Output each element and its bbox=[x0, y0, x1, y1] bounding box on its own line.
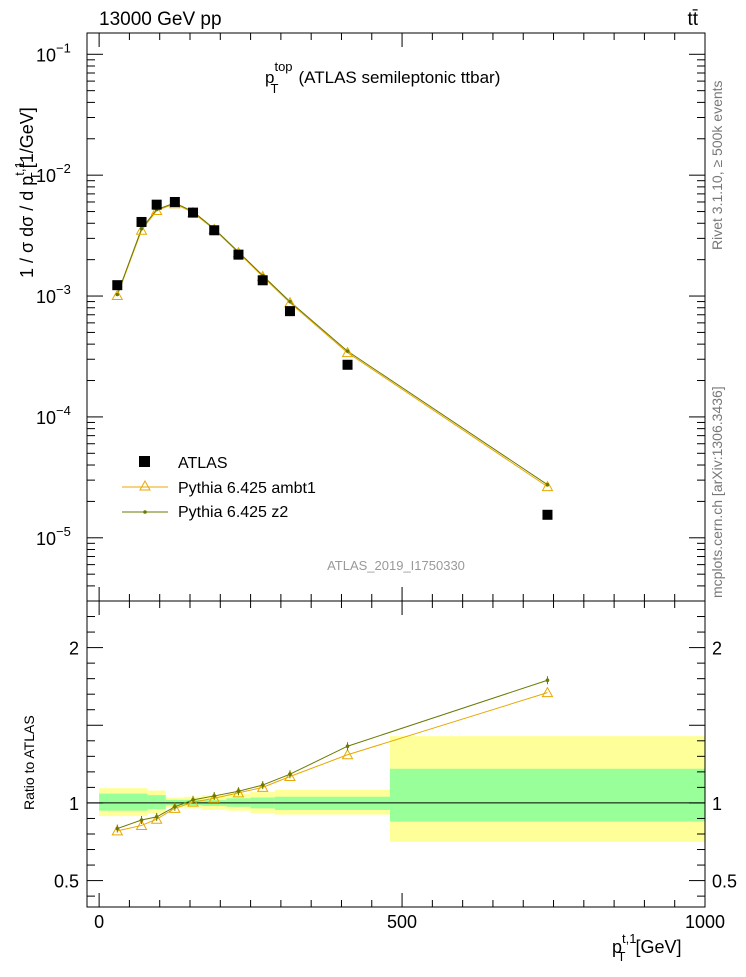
ratio-uncertainty-bands bbox=[87, 736, 705, 842]
main-series-lines bbox=[116, 202, 548, 488]
main-z2-point bbox=[345, 349, 350, 353]
main-atlas-point bbox=[188, 207, 199, 218]
legend-z2-label: Pythia 6.425 z2 bbox=[178, 504, 288, 521]
x-tick-label-0: 0 bbox=[94, 912, 104, 932]
main-z2-point bbox=[139, 226, 144, 231]
ratio-ambt1-point bbox=[256, 781, 269, 792]
main-ambt1-point bbox=[111, 289, 124, 301]
main-atlas-point bbox=[284, 306, 295, 317]
main-ambt1-point bbox=[541, 480, 554, 492]
ratio-y-tick-label-left-2: 0.5 bbox=[54, 872, 79, 892]
ratio-plot-frame bbox=[86, 600, 706, 908]
main-atlas-point bbox=[257, 275, 268, 286]
ratio-ambt1-point bbox=[541, 686, 554, 698]
ratio-series-lines bbox=[111, 676, 554, 836]
main-atlas-point bbox=[542, 509, 553, 520]
mcplots-side-label: mcplots.cern.ch [arXiv:1306.3436] bbox=[709, 386, 725, 598]
main-y-tick-exponent: −4 bbox=[56, 403, 71, 418]
ratio-ambt1-point bbox=[150, 813, 163, 824]
ratio-band-inner-1 bbox=[147, 795, 166, 810]
main-series-markers bbox=[111, 196, 554, 520]
ratio-band-inner-0 bbox=[99, 793, 148, 811]
plot-title-rest: (ATLAS semileptonic ttbar) bbox=[299, 68, 501, 87]
ratio-y-tick-label-right-0: 2 bbox=[712, 639, 722, 659]
ratio-band-inner-8 bbox=[389, 768, 705, 822]
main-y-tick-exponent: −1 bbox=[56, 40, 71, 55]
plot-title-main: p bbox=[265, 68, 274, 87]
ratio-ambt1-point bbox=[187, 796, 199, 807]
main-atlas-point bbox=[112, 280, 123, 291]
main-z2-point bbox=[288, 299, 292, 304]
main-y-tick-label-0: 10−1 bbox=[36, 40, 71, 65]
legend: ATLAS Pythia 6.425 ambt1 Pythia 6.425 z2 bbox=[122, 455, 316, 521]
ratio-y-tick-label-left-1: 1 bbox=[69, 794, 79, 814]
ratio-y-tick-label-right-2: 0.5 bbox=[712, 872, 737, 892]
ratio-y-tick-label-left-0: 2 bbox=[69, 639, 79, 659]
x-tick-label-1: 500 bbox=[387, 912, 417, 932]
header-left-label: 13000 GeV pp bbox=[99, 9, 222, 30]
plot-title-sup: top bbox=[274, 59, 292, 74]
main-y-tick-exponent: −3 bbox=[56, 282, 71, 297]
rivet-side-label: Rivet 3.1.10, ≥ 500k events bbox=[709, 80, 725, 250]
legend-z2-marker bbox=[143, 510, 147, 514]
main-z2-point bbox=[545, 482, 550, 487]
ratio-ambt1-point bbox=[232, 786, 245, 798]
main-atlas-point bbox=[151, 199, 162, 210]
legend-atlas-marker bbox=[139, 456, 150, 467]
plot-title-sub: T bbox=[271, 81, 279, 96]
main-atlas-point bbox=[233, 249, 244, 260]
legend-ambt1-marker bbox=[139, 479, 151, 491]
header-right-label: tt̄ bbox=[687, 9, 698, 30]
main-ambt1-point bbox=[341, 346, 354, 358]
main-y-tick-label-2: 10−3 bbox=[36, 282, 71, 307]
main-ambt1-point bbox=[135, 224, 148, 235]
ratio-ambt1-point bbox=[111, 824, 124, 836]
x-axis-label: pt,1 T [GeV] bbox=[612, 931, 681, 964]
main-line-2 bbox=[116, 202, 548, 486]
plot-title: ptop T (ATLAS semileptonic ttbar) bbox=[265, 59, 500, 96]
main-y-axis-label: 1 / σ dσ / d pt,1T[1/GeV] bbox=[12, 107, 43, 278]
main-y-tick-label-4: 10−5 bbox=[36, 524, 71, 549]
legend-ambt1-label: Pythia 6.425 ambt1 bbox=[178, 480, 316, 497]
main-atlas-point bbox=[342, 359, 353, 370]
main-ambt1-point bbox=[150, 204, 163, 216]
ratio-ambt1-point bbox=[341, 748, 354, 760]
main-line-1 bbox=[116, 203, 548, 488]
ratio-ambt1-point bbox=[284, 770, 296, 782]
main-atlas-point bbox=[169, 196, 180, 207]
legend-atlas-label: ATLAS bbox=[178, 455, 228, 472]
ratio-y-axis-label: Ratio to ATLAS bbox=[21, 715, 37, 810]
main-atlas-point bbox=[136, 216, 147, 227]
main-atlas-point bbox=[209, 225, 220, 236]
x-tick-label-2: 1000 bbox=[685, 912, 725, 932]
analysis-id-label: ATLAS_2019_I1750330 bbox=[327, 558, 465, 573]
main-y-tick-exponent: −2 bbox=[56, 161, 71, 176]
ratio-y-tick-label-right-1: 1 bbox=[712, 794, 722, 814]
main-z2-point bbox=[115, 292, 120, 297]
ratio-ambt1-point bbox=[208, 792, 221, 803]
main-y-tick-label-3: 10−4 bbox=[36, 403, 71, 428]
ratio-ambt1-point bbox=[135, 819, 148, 830]
main-y-tick-exponent: −5 bbox=[56, 524, 71, 539]
